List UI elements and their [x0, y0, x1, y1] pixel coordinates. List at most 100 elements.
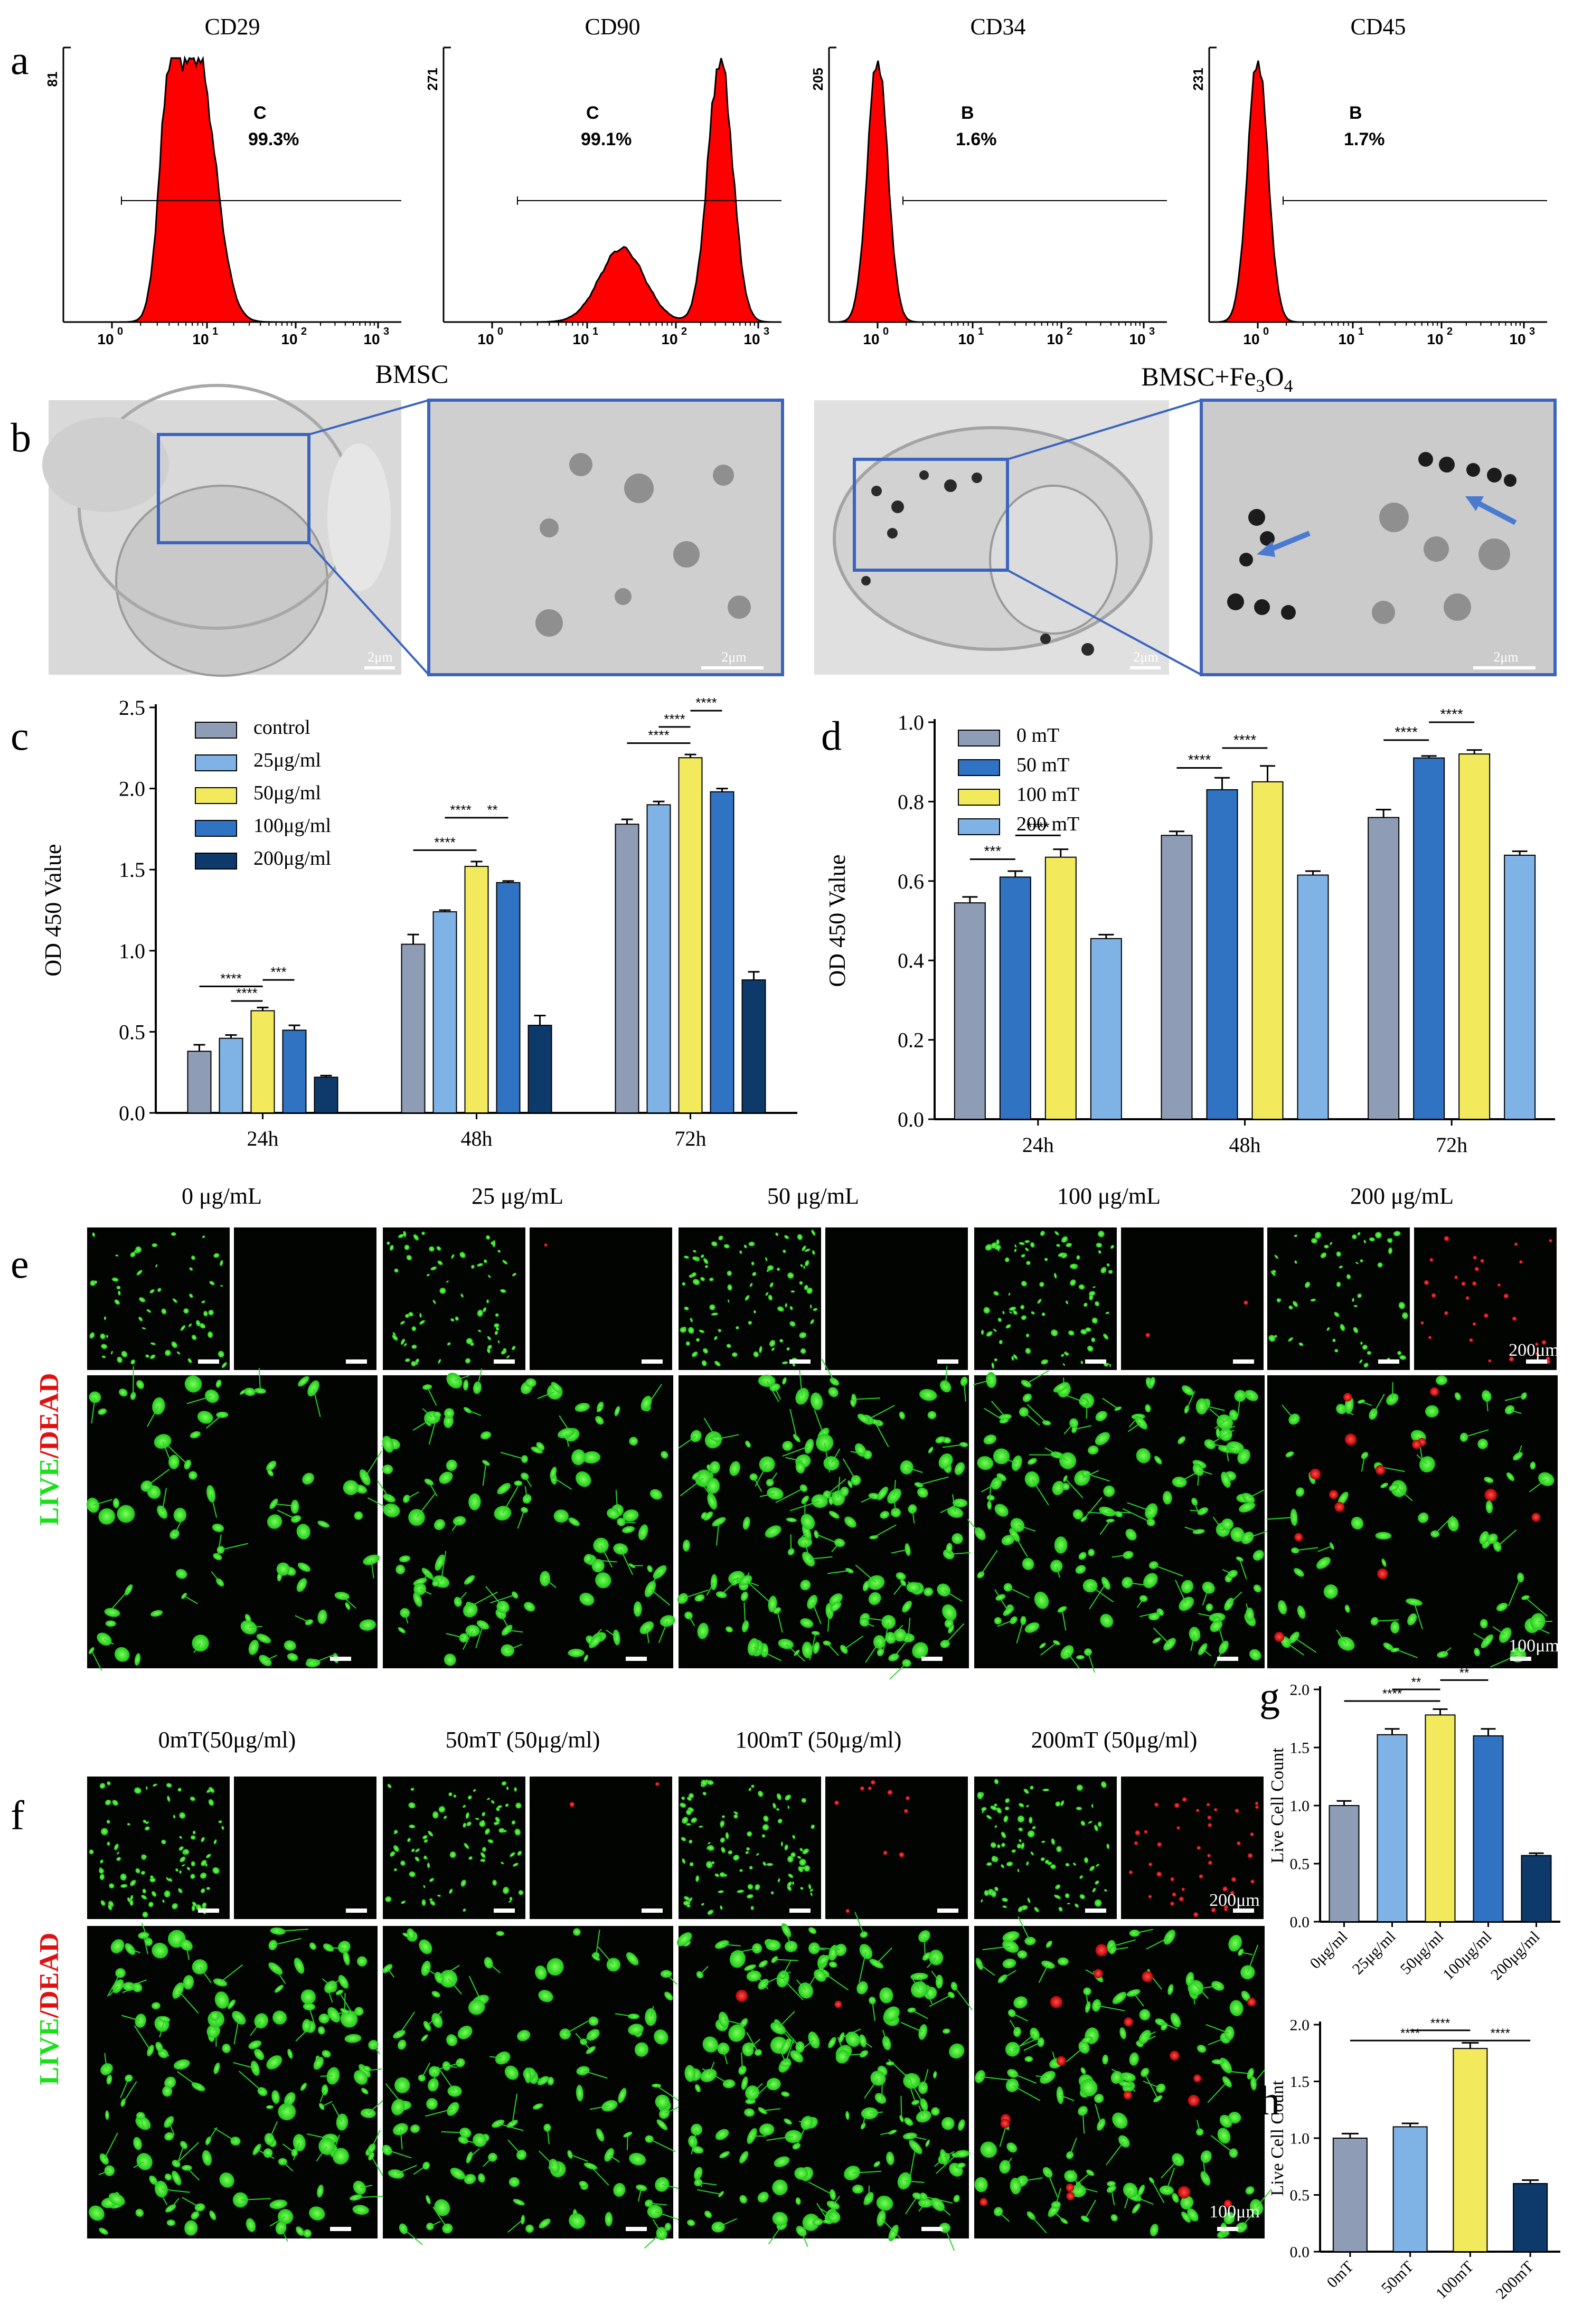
live-cell [741, 1620, 749, 1632]
cell-process [1023, 1411, 1040, 1426]
slash-label: / [34, 1450, 64, 1459]
cell-process [1012, 2039, 1035, 2050]
cell-process [766, 2136, 794, 2141]
live-cell [956, 2162, 966, 2169]
live-cell [912, 2192, 922, 2200]
cell-process [1102, 1397, 1118, 1410]
cell-process [648, 2203, 667, 2206]
live-cell [1045, 1940, 1052, 1948]
live-cell [357, 1956, 368, 1967]
live-cell [747, 1831, 752, 1837]
bar-chart-c-1-0 [219, 1037, 243, 1113]
live-cell [429, 2066, 440, 2077]
live-cell [775, 1232, 779, 1236]
live-cell [222, 2044, 231, 2053]
live-cell [986, 1495, 995, 1501]
live-cell [309, 2206, 325, 2221]
live-cell [999, 1339, 1003, 1345]
live-cell [448, 1792, 453, 1797]
cell-process [1056, 1566, 1060, 1578]
dead-cell [569, 1802, 575, 1807]
live-cell [1067, 1903, 1071, 1905]
live-cell [114, 1647, 130, 1662]
live-cell [811, 1824, 815, 1829]
flow-gate-letter: B [1349, 103, 1362, 123]
dead-cell [1211, 1907, 1216, 1913]
y-tick-label: 2.5 [119, 696, 145, 720]
live-cell [800, 1580, 811, 1591]
cell-process [265, 1655, 277, 1661]
legend-swatch [195, 853, 237, 870]
live-cell [189, 1293, 193, 1298]
y-axis-label: OD 450 Value [824, 855, 850, 987]
dead-cell [1424, 1280, 1429, 1286]
dead-cell [887, 1790, 893, 1795]
bar-chart-c-1-2 [646, 804, 671, 1113]
live-cell [835, 2049, 850, 2064]
cell-process [208, 2127, 218, 2141]
cell-process [278, 1929, 309, 1932]
live-cell [986, 1331, 993, 1337]
live-cell [802, 1245, 806, 1251]
live-cell [191, 1905, 195, 1912]
cell-process [820, 1947, 841, 1951]
live-cell [183, 1308, 189, 1314]
cell-process [575, 2033, 591, 2051]
live-cell [781, 1923, 792, 1938]
cell-process [454, 1375, 469, 1381]
live-cell [267, 1514, 282, 1529]
cell-process [175, 2142, 199, 2164]
live-cell [395, 1564, 406, 1574]
cell-process [824, 1442, 830, 1473]
cell-process [829, 1491, 844, 1494]
cell-process [507, 1643, 523, 1651]
live-cell [1002, 1897, 1008, 1902]
live-cell [629, 1437, 638, 1446]
live-cell [202, 1235, 205, 1239]
live-cell [463, 1908, 466, 1912]
live-cells [86, 1366, 382, 1671]
cell-process [1086, 1995, 1089, 2007]
live-cell [1076, 1255, 1080, 1260]
live-cell [949, 2043, 965, 2059]
scale-bar [346, 1909, 367, 1913]
live-cell [1332, 1338, 1336, 1343]
live-cell [525, 1378, 536, 1387]
cell-process [422, 1408, 433, 1418]
live-cell [869, 1959, 884, 1969]
live-cell [468, 1493, 481, 1510]
live-cell [1110, 2071, 1123, 2084]
live-cell [1167, 1984, 1174, 1995]
live-cell [512, 1272, 517, 1277]
live-cell [595, 1572, 611, 1589]
live-cell [402, 1932, 410, 1938]
live-cell [779, 1339, 784, 1343]
cell-process [342, 1595, 356, 1609]
live-cell [144, 1938, 153, 1946]
flow-histogram [454, 58, 772, 323]
live-cell [172, 1298, 177, 1303]
live-cell [146, 1821, 149, 1825]
live-cell [748, 1320, 752, 1325]
cell-process [784, 2029, 800, 2048]
legend-swatch [958, 789, 1000, 806]
live-cell [706, 1478, 720, 1494]
y-tick-label: 0.5 [119, 1020, 145, 1044]
bar-chart-g-3 [1473, 1735, 1504, 1922]
tem-bmsc-fe3o4-zoom-texture [1227, 452, 1517, 624]
live-cell [757, 2191, 769, 2203]
live-cell [695, 1875, 700, 1882]
live-cell [1020, 1616, 1026, 1625]
flow-ymax-label: 81 [44, 72, 60, 87]
live-cell [491, 1241, 494, 1245]
cell-process [457, 1592, 467, 1602]
cell-process [722, 1944, 741, 1947]
live-cell [508, 2177, 520, 2187]
live-cell [1027, 1897, 1031, 1903]
live-cell [733, 1814, 738, 1819]
cell-process [564, 2020, 589, 2035]
dead-cell [736, 1989, 748, 2002]
live-cell [130, 1359, 135, 1365]
cell-process [1111, 1939, 1136, 1948]
